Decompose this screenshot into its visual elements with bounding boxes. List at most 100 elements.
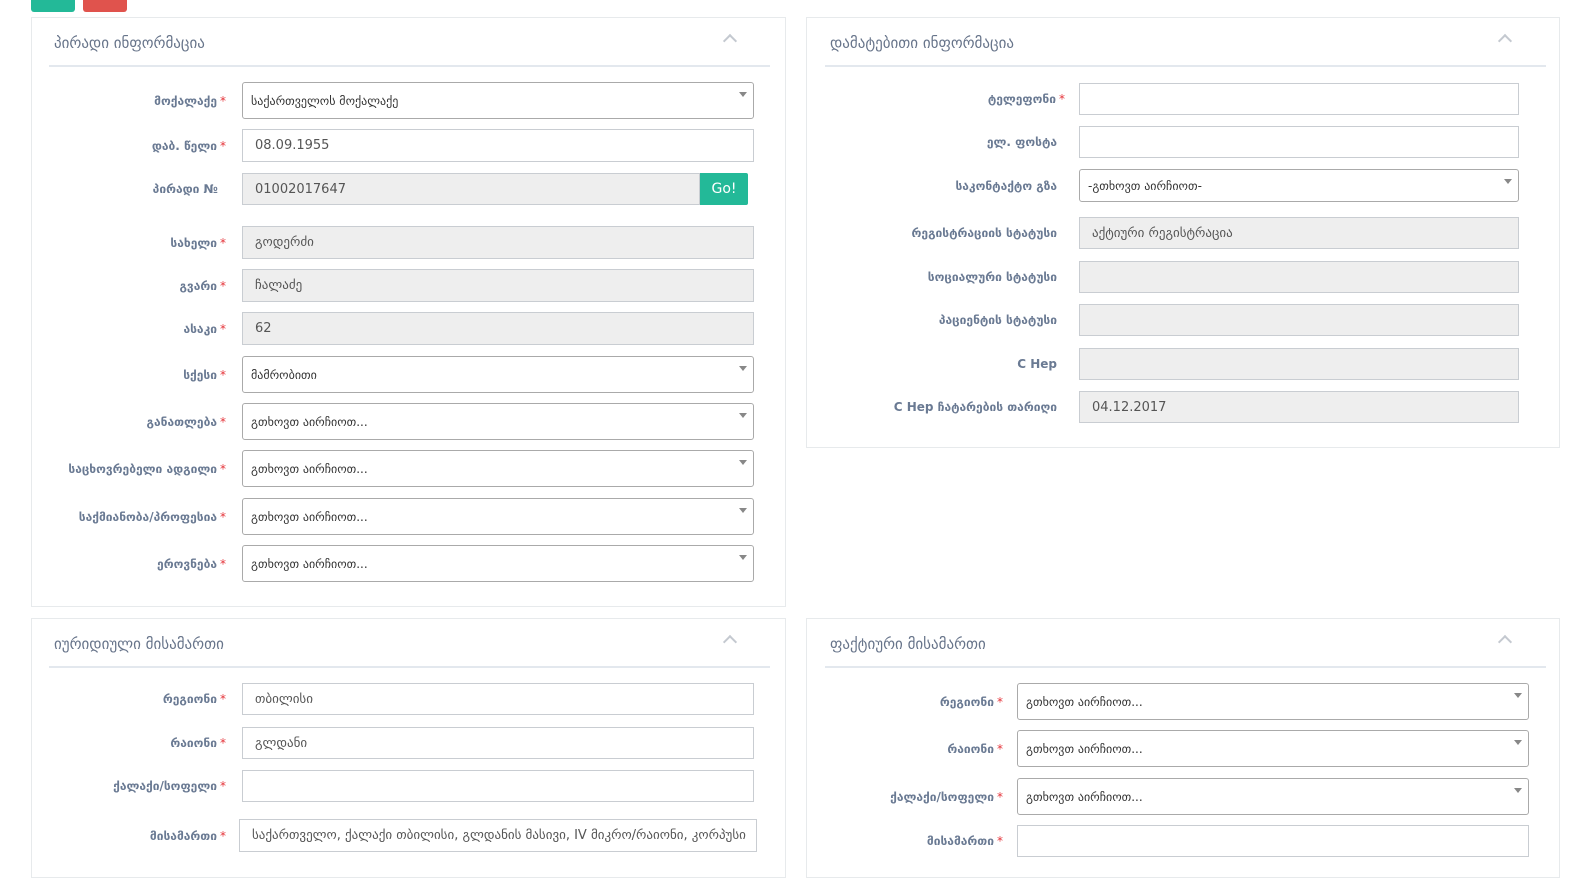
caret-down-icon (1514, 740, 1522, 745)
occupation-select[interactable]: გთხოვთ აირჩიოთ... (242, 498, 754, 535)
phone-input[interactable] (1079, 83, 1519, 115)
required-marker: * (220, 779, 226, 793)
label-text: გვარი (179, 278, 217, 293)
actual-address-input[interactable] (1017, 825, 1529, 857)
registration-status-input[interactable]: აქტიური რეგისტრაცია (1079, 217, 1519, 249)
panel-title: იურიდიული მისამართი (54, 635, 224, 653)
label-text: ტელეფონი (987, 92, 1056, 106)
required-marker: * (220, 235, 226, 250)
required-marker: * (220, 414, 226, 429)
email-input[interactable] (1079, 126, 1519, 158)
label-text: რეგიონი (939, 694, 994, 709)
actual-city-label: ქალაქი/სოფელი * (809, 778, 1003, 815)
registration-status-value: აქტიური რეგისტრაცია (1092, 225, 1233, 241)
required-marker: * (997, 834, 1003, 848)
label-text: რაიონი (170, 736, 217, 750)
c-hep-date-input[interactable]: 04.12.2017 (1079, 391, 1519, 423)
label-text: რაიონი (947, 741, 994, 756)
chevron-up-icon[interactable] (1497, 634, 1513, 650)
required-marker: * (220, 321, 226, 336)
label-text: ეროვნება (157, 556, 217, 571)
legal-address-input[interactable]: საქართველო, ქალაქი თბილისი, გლდანის მასი… (239, 819, 757, 852)
legal-region-value: თბილისი (255, 691, 313, 707)
first-name-value: გოდერძი (255, 235, 314, 250)
education-select[interactable]: გთხოვთ აირჩიოთ... (242, 403, 754, 440)
required-marker: * (997, 789, 1003, 804)
caret-down-icon (1514, 788, 1522, 793)
label-text: C Hep ჩატარების თარიღი (893, 400, 1057, 414)
panel-additional: დამატებითი ინფორმაცია ტელეფონი * ელ. ფოსტა ს… (806, 17, 1560, 448)
last-name-input[interactable]: ჩალაძე (242, 269, 754, 302)
education-label: განათლება * (34, 403, 226, 440)
label-text: სოციალური სტატუსი (927, 270, 1057, 284)
required-marker: * (220, 93, 226, 108)
legal-region-label: რეგიონი * (34, 683, 226, 715)
social-status-input[interactable] (1079, 261, 1519, 293)
citizenship-select[interactable]: საქართველოს მოქალაქე (242, 82, 754, 119)
residence-value: გთხოვთ აირჩიოთ... (251, 461, 368, 476)
email-label: ელ. ფოსტა (809, 126, 1065, 158)
panel-title: პირადი ინფორმაცია (54, 34, 205, 52)
ethnicity-label: ეროვნება * (34, 545, 226, 582)
caret-down-icon (739, 460, 747, 465)
last-name-label: გვარი * (34, 269, 226, 302)
actual-region-select[interactable]: გთხოვთ აირჩიოთ... (1017, 683, 1529, 720)
residence-select[interactable]: გთხოვთ აირჩიოთ... (242, 450, 754, 487)
actual-city-select[interactable]: გთხოვთ აირჩიოთ... (1017, 778, 1529, 815)
registration-status-label: რეგისტრაციის სტატუსი (809, 217, 1065, 249)
c-hep-input[interactable] (1079, 348, 1519, 380)
label-text: პირადი № (152, 182, 218, 196)
label-text: ელ. ფოსტა (986, 135, 1057, 149)
required-marker: * (1059, 92, 1065, 106)
label-text: რეგისტრაციის სტატუსი (911, 226, 1057, 240)
chevron-up-icon[interactable] (722, 33, 738, 49)
first-name-label: სახელი * (34, 226, 226, 259)
caret-down-icon (739, 555, 747, 560)
legal-district-input[interactable]: გლდანი (242, 727, 754, 759)
delete-button[interactable] (83, 0, 127, 12)
legal-address-value: საქართველო, ქალაქი თბილისი, გლდანის მასი… (252, 828, 746, 843)
go-button[interactable]: Go! (700, 173, 748, 205)
citizenship-value: საქართველოს მოქალაქე (251, 93, 399, 108)
ethnicity-select[interactable]: გთხოვთ აირჩიოთ... (242, 545, 754, 582)
save-button[interactable] (31, 0, 75, 12)
required-marker: * (220, 509, 226, 524)
label-text: ქალაქი/სოფელი (113, 779, 217, 793)
actual-address-label: მისამართი * (809, 825, 1003, 857)
legal-region-input[interactable]: თბილისი (242, 683, 754, 715)
divider (825, 666, 1546, 668)
required-marker: * (997, 694, 1003, 709)
birth-date-value: 08.09.1955 (255, 138, 330, 153)
required-marker: * (220, 278, 226, 293)
age-input[interactable]: 62 (242, 312, 754, 345)
personal-id-value: 01002017647 (255, 181, 346, 197)
label-text: მისამართი (926, 834, 994, 848)
legal-city-label: ქალაქი/სოფელი * (34, 770, 226, 802)
caret-down-icon (1504, 179, 1512, 184)
chevron-up-icon[interactable] (722, 634, 738, 650)
birth-date-input[interactable]: 08.09.1955 (242, 129, 754, 162)
contact-method-select[interactable]: -გთხოვთ აირჩიოთ- (1079, 169, 1519, 202)
personal-id-input[interactable]: 01002017647 (242, 173, 700, 205)
caret-down-icon (1514, 693, 1522, 698)
legal-district-label: რაიონი * (34, 727, 226, 759)
legal-city-input[interactable] (242, 770, 754, 802)
sex-value: მამრობითი (251, 367, 317, 382)
first-name-input[interactable]: გოდერძი (242, 226, 754, 259)
required-marker: * (997, 741, 1003, 756)
residence-label: საცხოვრებელი ადგილი * (34, 450, 226, 487)
divider (49, 666, 770, 668)
patient-status-input[interactable] (1079, 304, 1519, 336)
last-name-value: ჩალაძე (255, 278, 303, 293)
occupation-value: გთხოვთ აირჩიოთ... (251, 509, 368, 524)
sex-select[interactable]: მამრობითი (242, 356, 754, 393)
chevron-up-icon[interactable] (1497, 33, 1513, 49)
social-status-label: სოციალური სტატუსი (809, 261, 1065, 293)
panel-personal: პირადი ინფორმაცია მოქალაქე * საქართველოს მო… (31, 17, 786, 607)
actual-district-value: გთხოვთ აირჩიოთ... (1026, 741, 1143, 756)
label-text: რეგიონი (162, 692, 217, 706)
patient-status-label: პაციენტის სტატუსი (809, 304, 1065, 336)
actual-region-value: გთხოვთ აირჩიოთ... (1026, 694, 1143, 709)
personal-id-label: პირადი № (34, 173, 226, 205)
actual-district-select[interactable]: გთხოვთ აირჩიოთ... (1017, 730, 1529, 767)
